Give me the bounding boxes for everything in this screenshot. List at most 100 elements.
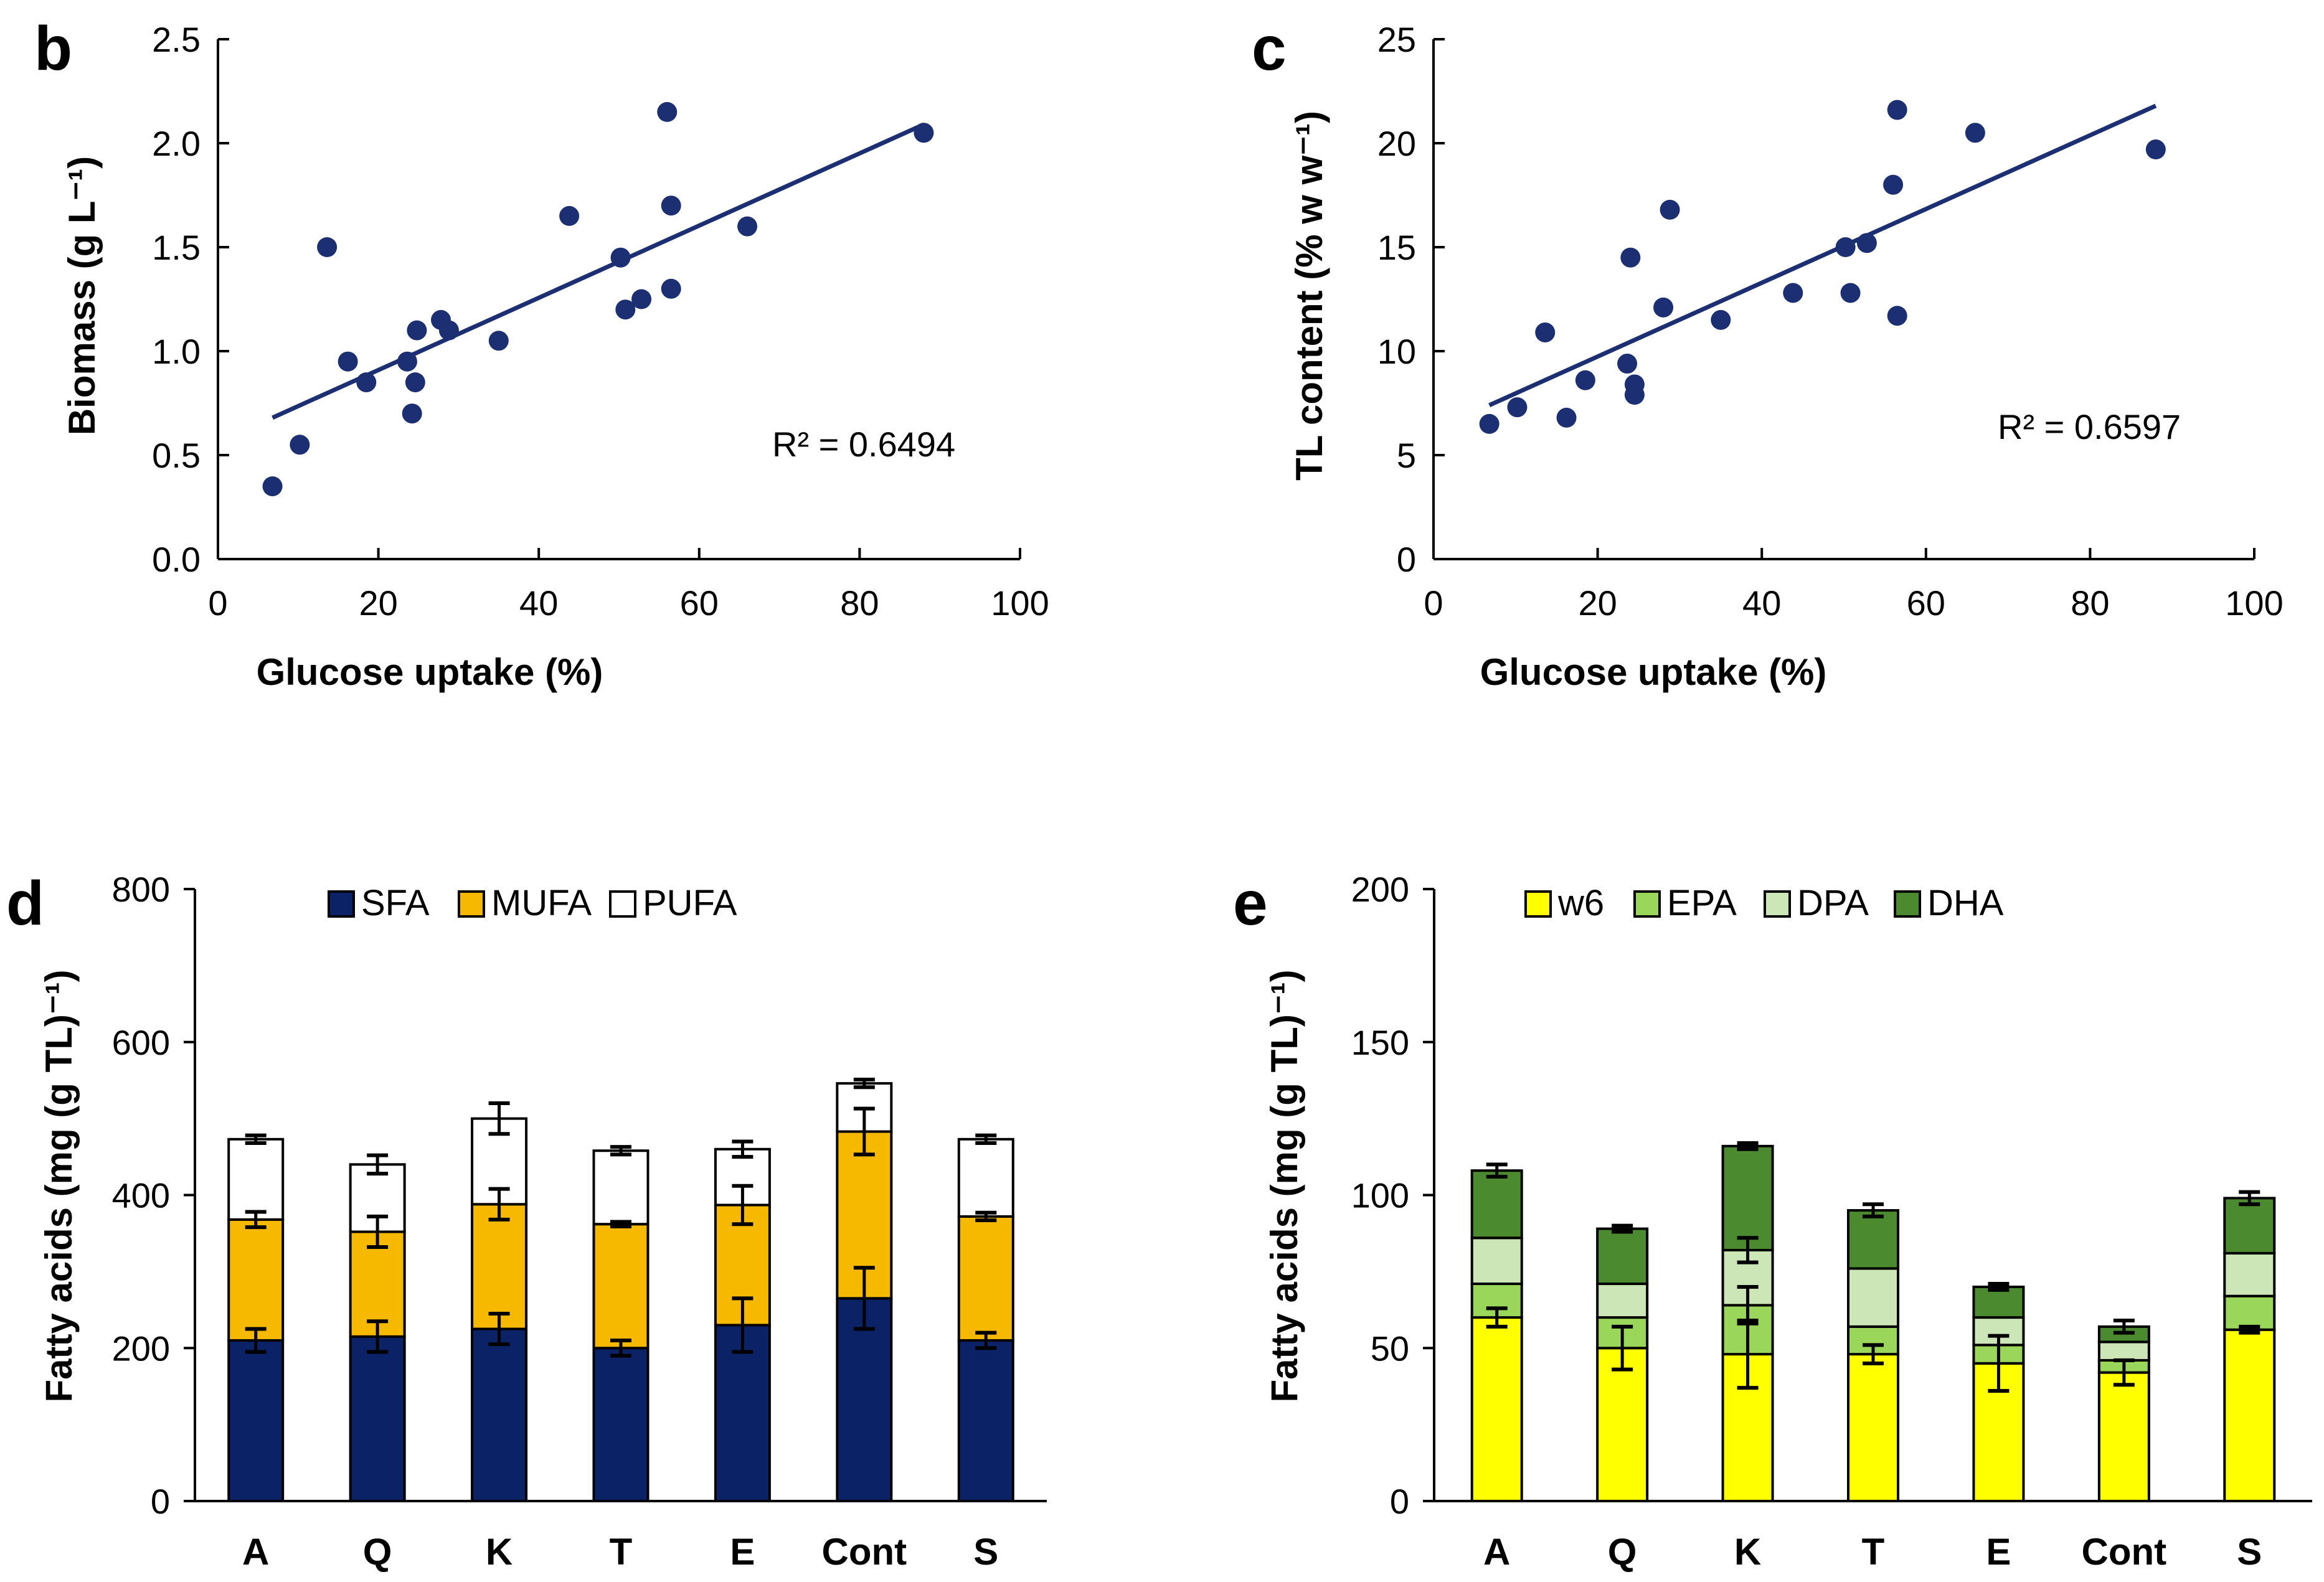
- y-tick-label-b: 2.5: [152, 20, 201, 59]
- x-tick-label-c: 60: [1907, 583, 1945, 623]
- bar-pufa-s: [957, 1137, 1014, 1218]
- legend-label-dha: DHA: [1927, 883, 2004, 923]
- bar-mufa-s: [957, 1215, 1014, 1342]
- x-tick-label-c: 0: [1424, 583, 1443, 623]
- category-label-cont: Cont: [822, 1531, 907, 1573]
- data-point-c: [1840, 283, 1861, 303]
- y-tick-label-c: 15: [1377, 228, 1416, 267]
- x-tick-label-b: 20: [359, 583, 397, 623]
- x-tick-label-b: 0: [208, 583, 227, 623]
- panel-c-tl-content-scatter: c Glucose uptake (%) TL content (% w w⁻¹…: [1252, 14, 2284, 693]
- category-label-q: Q: [363, 1531, 392, 1573]
- legend-swatch-pufa: [609, 890, 636, 918]
- category-label-q: Q: [1608, 1531, 1637, 1573]
- bar-dha-a: [1470, 1169, 1523, 1240]
- xlabel-c: Glucose uptake (%): [1480, 651, 1827, 693]
- category-label-t: T: [610, 1531, 633, 1573]
- y-tick-label-e: 0: [1390, 1482, 1409, 1521]
- data-point-c: [1617, 354, 1638, 374]
- y-tick-label-b: 0.0: [152, 540, 201, 579]
- bar-dpa-t: [1847, 1267, 1899, 1328]
- bar-dpa-cont: [2097, 1340, 2150, 1362]
- legend-label-w6: w6: [1557, 883, 1604, 923]
- data-point-b: [338, 351, 358, 372]
- legend-label-sfa: SFA: [361, 883, 430, 923]
- legend-swatch-epa: [1633, 890, 1661, 918]
- legend-swatch-w6: [1524, 890, 1552, 918]
- x-tick-label-c: 80: [2071, 583, 2109, 623]
- data-point-c: [1711, 309, 1731, 330]
- data-point-c: [1653, 297, 1674, 318]
- bar-w6-cont: [2097, 1371, 2150, 1503]
- data-point-b: [397, 351, 417, 372]
- data-point-b: [438, 320, 459, 341]
- data-point-c: [1835, 237, 1856, 257]
- bar-mufa-a: [227, 1218, 285, 1342]
- category-label-e: E: [730, 1531, 755, 1573]
- bar-dha-s: [2223, 1197, 2276, 1255]
- bar-sfa-cont: [836, 1297, 893, 1503]
- xlabel-b: Glucose uptake (%): [257, 651, 603, 693]
- legend-swatch-sfa: [328, 890, 355, 918]
- y-tick-label-b: 2.0: [152, 124, 201, 163]
- y-tick-label-c: 5: [1397, 436, 1416, 475]
- ylabel-d: Fatty acids (mg (g TL)⁻¹): [38, 970, 80, 1403]
- data-point-b: [657, 101, 678, 122]
- data-point-b: [405, 372, 425, 393]
- ylabel-b: Biomass (g L⁻¹): [61, 156, 103, 435]
- r-squared-b: R² = 0.6494: [772, 425, 955, 464]
- y-tick-label-e: 100: [1351, 1176, 1409, 1215]
- bar-dha-k: [1721, 1144, 1774, 1251]
- legend-label-dpa: DPA: [1797, 883, 1869, 923]
- y-tick-label-c: 0: [1397, 540, 1416, 579]
- data-point-b: [610, 247, 631, 268]
- data-point-c: [1624, 385, 1645, 405]
- data-point-b: [615, 299, 636, 320]
- data-point-c: [1887, 306, 1907, 326]
- category-label-s: S: [2237, 1531, 2262, 1573]
- data-point-b: [262, 476, 283, 497]
- y-tick-label-b: 0.5: [152, 436, 201, 475]
- bar-epa-s: [2223, 1294, 2276, 1331]
- ylabel-c: TL content (% w w⁻¹): [1288, 111, 1330, 481]
- data-point-b: [737, 216, 758, 237]
- y-tick-label-e: 200: [1351, 870, 1409, 909]
- bar-sfa-a: [227, 1339, 285, 1502]
- data-point-c: [1856, 233, 1877, 253]
- bar-mufa-k: [471, 1203, 528, 1330]
- data-point-c: [1535, 322, 1556, 342]
- x-tick-label-b: 100: [991, 583, 1049, 623]
- y-tick-label-e: 50: [1371, 1329, 1409, 1368]
- data-point-c: [1507, 397, 1528, 418]
- data-point-b: [661, 195, 681, 216]
- category-label-k: K: [486, 1531, 513, 1573]
- data-point-b: [631, 289, 652, 309]
- bar-dha-q: [1596, 1227, 1649, 1286]
- bar-w6-t: [1847, 1353, 1899, 1503]
- y-tick-label-d: 600: [112, 1023, 170, 1062]
- x-tick-label-c: 20: [1578, 583, 1617, 623]
- panel-d-fatty-acid-classes: d Fatty acids (mg (g TL)⁻¹) 0 200 400 600 80…: [6, 869, 1047, 1573]
- y-tick-label-b: 1.0: [152, 332, 201, 371]
- bar-pufa-t: [592, 1149, 649, 1226]
- data-point-c: [1575, 370, 1595, 390]
- ylabel-e: Fatty acids (mg (g TL)⁻¹): [1264, 970, 1305, 1403]
- data-point-b: [661, 278, 681, 299]
- x-tick-label-c: 40: [1742, 583, 1781, 623]
- bar-sfa-e: [714, 1324, 771, 1502]
- data-point-b: [356, 372, 377, 393]
- bar-w6-s: [2223, 1328, 2276, 1502]
- y-tick-label-e: 150: [1351, 1023, 1409, 1062]
- y-tick-label-c: 10: [1377, 332, 1416, 371]
- y-tick-label-d: 200: [112, 1329, 170, 1368]
- bar-pufa-a: [227, 1137, 285, 1221]
- bar-dpa-s: [2223, 1251, 2276, 1297]
- legend-swatch-dha: [1894, 890, 1921, 918]
- x-tick-label-c: 100: [2225, 583, 2283, 623]
- legend-label-mufa: MUFA: [491, 883, 592, 923]
- x-tick-label-b: 80: [840, 583, 879, 623]
- x-tick-label-b: 60: [680, 583, 719, 623]
- panel-b-biomass-scatter: b Glucose uptake (%) Biomass (g L⁻¹) R² …: [34, 14, 1049, 693]
- data-point-b: [317, 237, 338, 257]
